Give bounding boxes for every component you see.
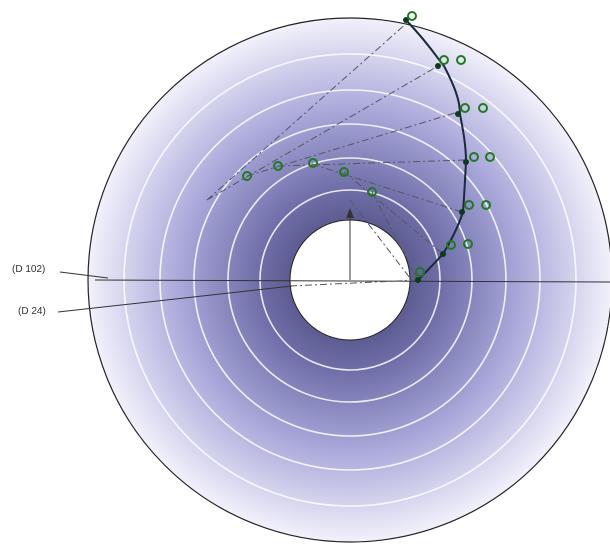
green-circle-icon[interactable]: [308, 158, 318, 168]
construction-line: [371, 191, 419, 281]
inner-diameter-leader: [57, 285, 293, 313]
construction-line: [349, 199, 411, 279]
green-circle-icon[interactable]: [460, 103, 470, 113]
green-circle-icon[interactable]: [339, 167, 349, 177]
horizontal-axis-line: [94, 279, 610, 283]
outer-diameter-label[interactable]: (D 102): [12, 264, 45, 275]
curve-point: [463, 159, 469, 165]
green-circle-icon[interactable]: [478, 103, 488, 113]
green-circle-icon[interactable]: [464, 200, 474, 210]
arrow-up-icon: [346, 208, 354, 218]
green-circle-icon[interactable]: [481, 200, 491, 210]
green-circle-icon[interactable]: [463, 239, 473, 249]
green-circle-icon[interactable]: [273, 161, 283, 171]
green-circle-icon[interactable]: [469, 152, 479, 162]
green-circle-icon[interactable]: [439, 55, 449, 65]
ring-1: [259, 189, 441, 371]
construction-line: [311, 163, 463, 213]
green-circle-icon[interactable]: [415, 267, 425, 277]
curve-point: [435, 63, 441, 69]
construction-line: [289, 279, 419, 287]
curve-point: [403, 17, 409, 23]
outer-diameter-leader: [59, 271, 109, 279]
green-circle-icon-group: [242, 11, 495, 277]
green-circle-icon[interactable]: [367, 187, 377, 197]
curve-point: [415, 277, 421, 283]
curve-point: [459, 209, 465, 215]
green-circle-icon[interactable]: [485, 152, 495, 162]
green-circle-icon[interactable]: [242, 171, 252, 181]
construction-line: [343, 171, 443, 254]
curve-point: [440, 251, 446, 257]
inner-diameter-label[interactable]: (D 24): [18, 306, 46, 317]
curve-point: [455, 111, 461, 117]
green-circle-icon[interactable]: [456, 55, 466, 65]
ring-2: [227, 157, 473, 403]
green-circle-icon[interactable]: [407, 11, 417, 21]
green-circle-icon[interactable]: [446, 240, 456, 250]
curve-points: [403, 17, 469, 283]
